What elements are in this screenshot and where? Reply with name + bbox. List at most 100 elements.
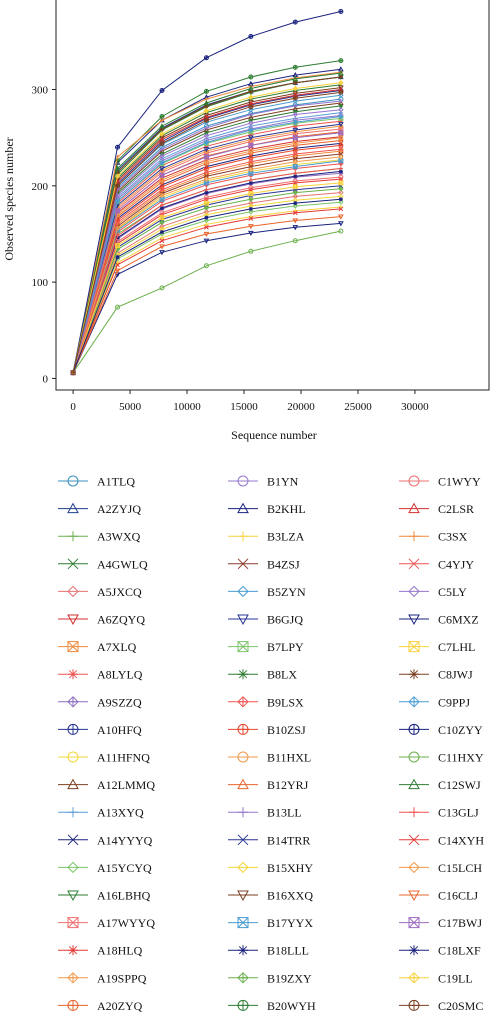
y-tick-label: 300 (32, 84, 49, 96)
series-C15LCH (70, 154, 344, 376)
legend-marker (67, 558, 79, 570)
data-point (159, 223, 165, 229)
series-C1WYY (70, 174, 344, 376)
legend-label: C15LCH (438, 861, 482, 875)
data-point (159, 153, 165, 159)
data-point (248, 170, 254, 176)
legend-marker (409, 531, 419, 542)
legend-marker (68, 669, 78, 680)
data-point (292, 151, 298, 157)
legend-marker (408, 751, 420, 763)
legend-entry: C10ZYY (399, 723, 483, 737)
legend-marker (67, 890, 79, 902)
plot-area (55, 0, 490, 391)
data-point (338, 92, 344, 98)
legend-marker (238, 669, 248, 680)
legend-label: A17WYYQ (97, 916, 155, 930)
legend-label: C2LSR (438, 502, 474, 516)
legend-label: B10ZSJ (267, 723, 306, 737)
x-tick-label: 15000 (230, 401, 258, 413)
legend-marker (408, 641, 420, 653)
data-point (248, 178, 253, 183)
data-point (159, 113, 165, 119)
series-line (72, 109, 341, 373)
data-point (292, 75, 299, 82)
legend-entry: B2KHL (228, 502, 306, 516)
data-point (115, 208, 121, 214)
data-point (203, 209, 210, 215)
legend-marker (408, 890, 420, 902)
data-point (292, 178, 298, 184)
data-point (204, 215, 209, 220)
legend-label: C13GLJ (438, 806, 479, 820)
legend-label: C11HXY (438, 751, 484, 765)
data-point (248, 127, 254, 133)
data-point (338, 142, 344, 148)
legend-entry: B17YYX (228, 916, 313, 930)
y-axis-title: Observed species number (2, 137, 16, 260)
data-point (248, 89, 253, 94)
data-point (248, 248, 254, 254)
legend-label: A20ZYQ (97, 999, 143, 1012)
data-point (159, 166, 165, 172)
data-point (115, 144, 121, 150)
legend-marker (237, 558, 249, 570)
data-point (293, 109, 298, 114)
data-point (159, 235, 164, 240)
data-point (293, 80, 298, 85)
data-point (114, 268, 121, 274)
legend-marker (238, 531, 248, 542)
data-point (159, 238, 165, 244)
data-point (338, 80, 344, 86)
y-tick-label: 200 (32, 181, 49, 193)
legend-label: A16LBHQ (97, 889, 151, 903)
data-point (338, 107, 344, 113)
x-axis-title: Sequence number (231, 428, 317, 442)
legend-label: C19LL (438, 971, 473, 985)
legend-marker (68, 945, 78, 956)
data-point (203, 139, 210, 146)
data-point (248, 34, 254, 40)
x-tick-label: 10000 (173, 401, 201, 413)
legend-entry: C16CLJ (399, 889, 478, 903)
legend-marker (237, 972, 249, 984)
legend-entry: A7XLQ (58, 640, 137, 654)
legend-label: A6ZQYQ (97, 613, 145, 627)
legend-entry: B14TRR (228, 833, 310, 847)
data-point (204, 190, 209, 195)
data-point (248, 191, 254, 197)
data-point (248, 180, 253, 185)
data-point (248, 155, 254, 161)
legend-marker (237, 751, 249, 763)
data-point (338, 130, 344, 136)
legend-marker (237, 502, 249, 514)
legend-marker (408, 778, 420, 790)
legend-marker (67, 696, 79, 708)
legend-entry: C3SX (399, 530, 468, 544)
data-point (70, 370, 76, 376)
legend-marker (237, 917, 249, 929)
data-point (293, 171, 298, 176)
legend-label: A14YYYQ (97, 833, 153, 847)
data-point (248, 224, 254, 230)
legend-entry: A20ZYQ (58, 999, 143, 1012)
data-point (115, 220, 120, 225)
legend-entry: A2ZYJQ (58, 502, 141, 516)
legend-marker (408, 502, 420, 514)
legend-entry: C14XYH (399, 833, 484, 847)
data-point (338, 122, 344, 128)
legend-marker (68, 531, 78, 542)
data-point (338, 228, 344, 234)
data-point (115, 170, 120, 175)
data-point (248, 112, 253, 117)
legend-entry: A15YCYQ (58, 861, 152, 875)
legend-label: C14XYH (438, 833, 484, 847)
legend-entry: A5JXCQ (58, 585, 142, 599)
series-C5LY (70, 107, 344, 376)
data-point (292, 210, 298, 216)
data-point (292, 91, 299, 97)
series-C17BWJ (70, 130, 344, 376)
legend-marker (237, 585, 249, 598)
legend-marker (408, 972, 420, 984)
data-point (159, 203, 164, 208)
